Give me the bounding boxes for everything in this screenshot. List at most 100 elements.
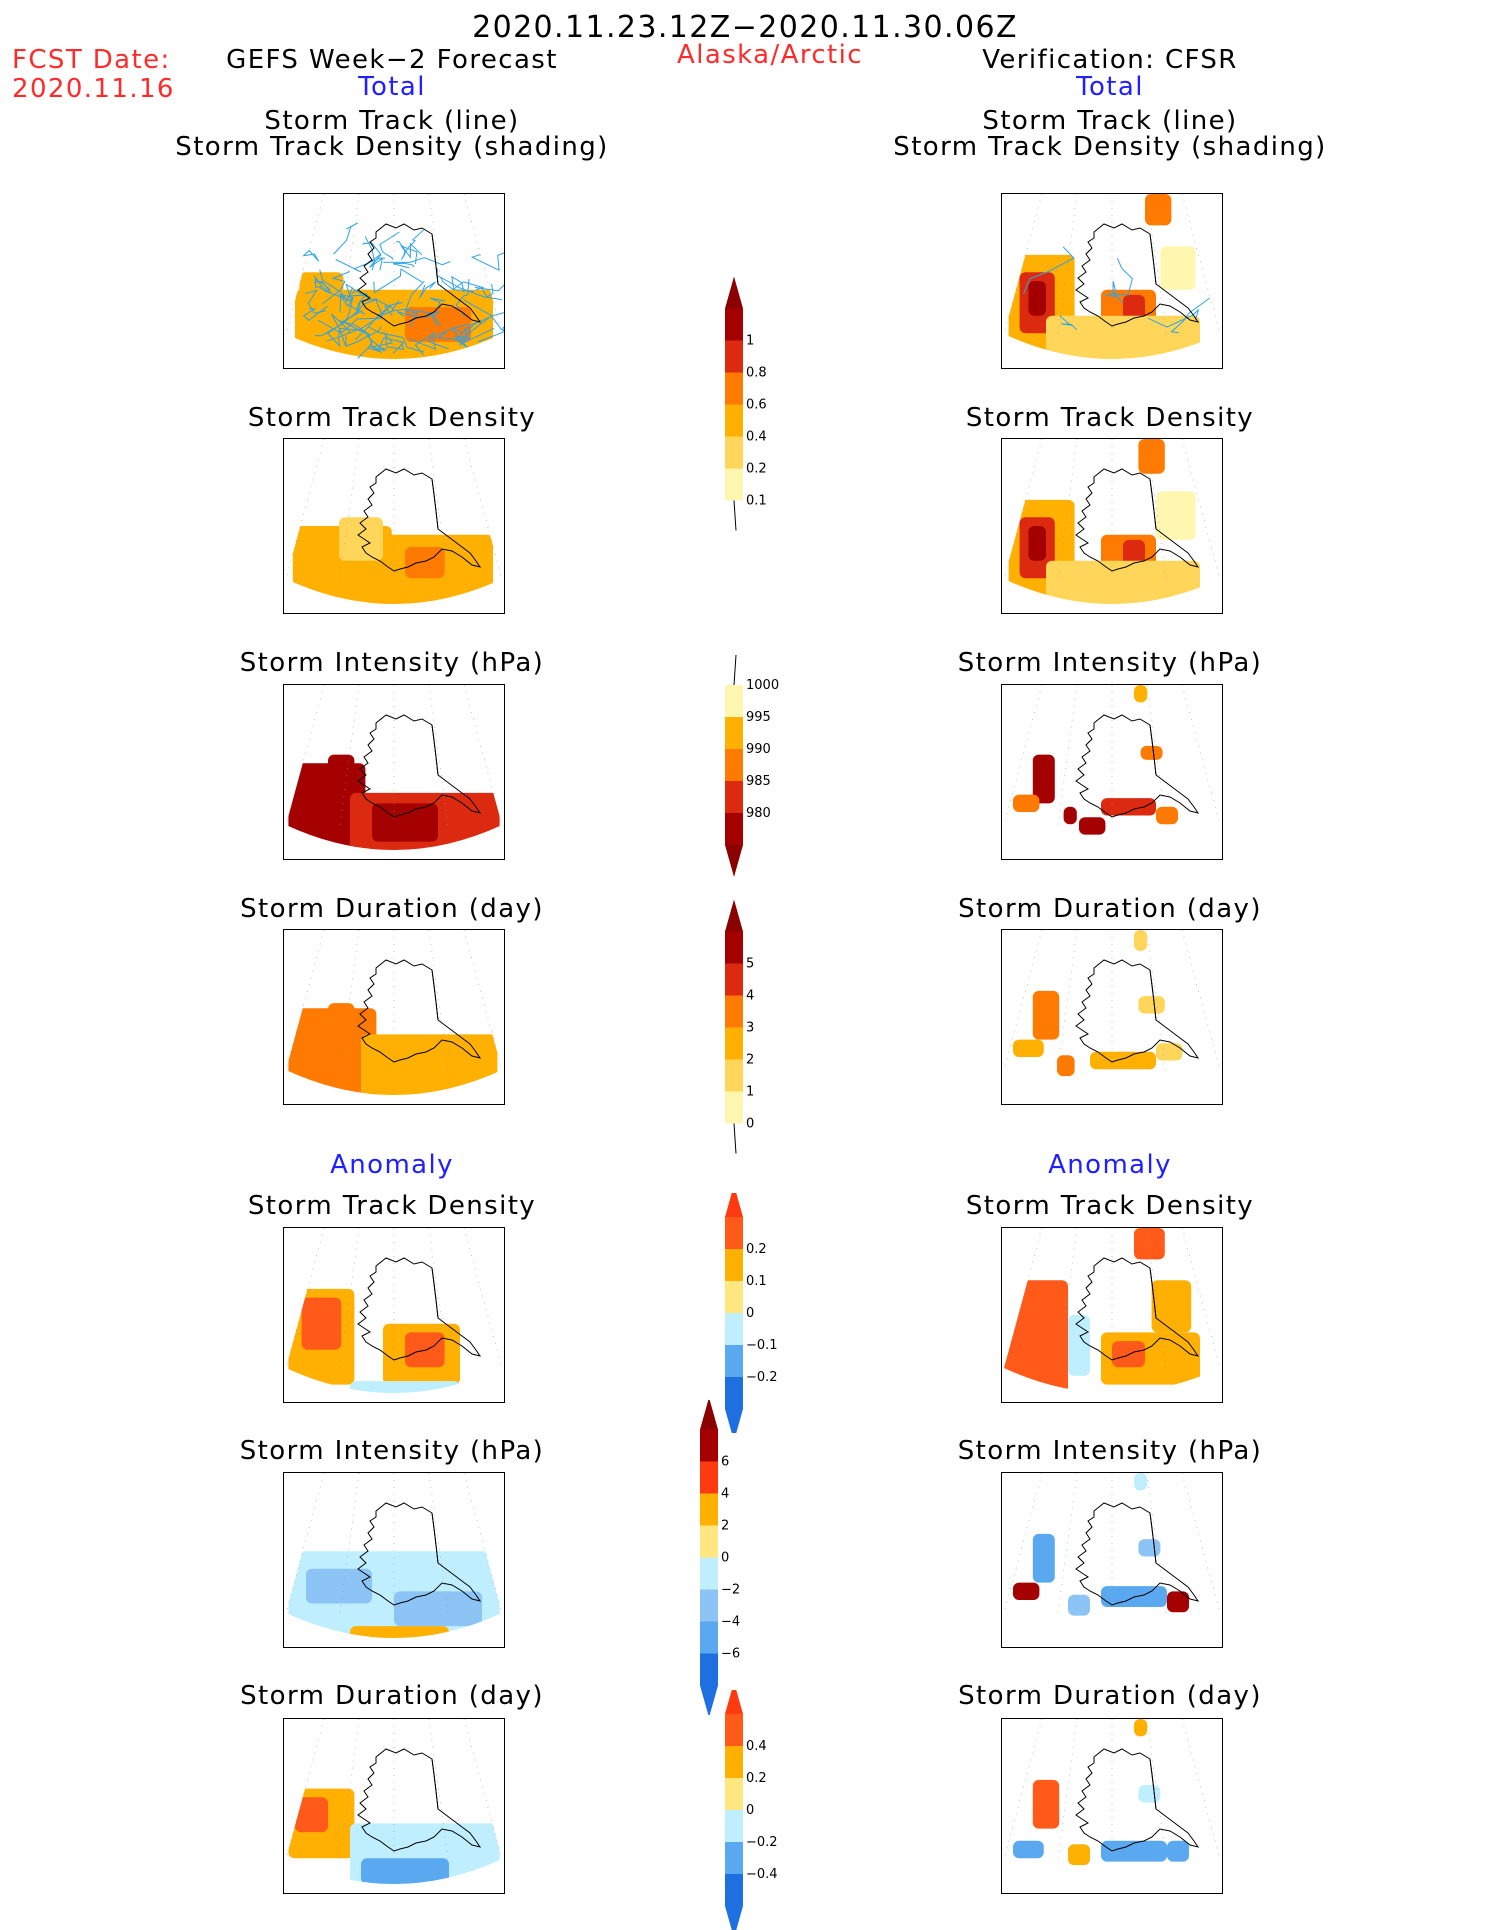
us-canada-border (431, 478, 439, 530)
colorbar-tick-label: 0.4 (746, 430, 767, 445)
map-canvas (1003, 1473, 1221, 1616)
colorbar-segment (725, 685, 743, 717)
colorbar-tick-label: 0 (746, 1803, 754, 1818)
period-title: 2020.11.23.12Z−2020.11.30.06Z (472, 10, 1018, 45)
forecast-track-title-line: Storm Track (line) (264, 106, 520, 136)
storm-track-line (357, 334, 386, 359)
colorbar-tick-label: 1 (746, 334, 754, 349)
forecast-anomaly-duration-map (283, 1718, 505, 1894)
graticule-line (428, 1473, 449, 1614)
graticule-line (1057, 685, 1078, 826)
colorbar-segment (725, 1217, 743, 1249)
storm-track-line (477, 326, 504, 343)
storm-track-line (392, 262, 415, 269)
storm-track-line (379, 231, 400, 260)
shaded-cell (1068, 1594, 1090, 1616)
map-canvas (1003, 1228, 1221, 1393)
storm-track-line (474, 284, 504, 292)
us-canada-border (1149, 1512, 1157, 1564)
graticule-line (1057, 1228, 1078, 1369)
verification-track-title-line: Storm Track (line) (982, 106, 1238, 136)
storm-track-line (404, 280, 425, 327)
shaded-cell (1134, 1473, 1148, 1491)
us-canada-border (1149, 1758, 1157, 1810)
colorbar-segment (725, 1249, 743, 1281)
storm-track-line (314, 296, 354, 337)
shaded-cell (288, 1008, 377, 1095)
alaska-coastline (1075, 1748, 1200, 1852)
colorbar-intensity-anomaly: 6 4 2 0 −2 −4 −6 (700, 1400, 740, 1715)
shaded-cell (1156, 1043, 1183, 1061)
colorbar-segment (725, 1810, 743, 1842)
storm-track-line (314, 278, 331, 291)
graticule-line (1146, 1719, 1167, 1860)
colorbar-segment (725, 404, 743, 437)
shaded-cell (350, 1626, 449, 1638)
colorbar-tick-label: −4 (721, 1615, 740, 1630)
graticule-line (1146, 439, 1167, 580)
storm-track-line (302, 305, 328, 321)
colorbar-segment (725, 1027, 743, 1060)
storm-track-line (367, 325, 425, 353)
forecast-anomaly-density-title: Storm Track Density (247, 1191, 537, 1221)
colorbar-segment (725, 963, 743, 996)
storm-track-line (414, 332, 449, 356)
storm-track-line (319, 283, 369, 302)
shaded-cell (1151, 1280, 1192, 1333)
storm-track-line (317, 317, 382, 333)
shaded-cell (1156, 491, 1196, 540)
graticule-line (339, 1719, 360, 1860)
us-canada-border (431, 1267, 439, 1319)
graticule-line (1146, 930, 1167, 1071)
us-canada-border (1149, 478, 1157, 530)
storm-track-line (335, 257, 386, 273)
storm-track-line (361, 242, 382, 266)
verification-intensity-title: Storm Intensity (hPa) (957, 648, 1263, 678)
verification-track-title-shading: Storm Track Density (shading) (893, 132, 1327, 162)
colorbar-tick-label: 0.6 (746, 398, 767, 413)
shaded-cell (1160, 246, 1196, 290)
shaded-cell (405, 546, 445, 579)
colorbar-tick-label: 0 (746, 1306, 754, 1321)
forecast-track-title-shading: Storm Track Density (shading) (175, 132, 609, 162)
colorbar-tick-label: −0.2 (746, 1835, 778, 1850)
colorbar-segment (725, 1874, 743, 1906)
colorbar-duration-total: 5 4 3 2 1 0 (725, 899, 754, 1154)
shaded-cell (301, 1297, 342, 1350)
us-canada-border (431, 1512, 439, 1564)
storm-track-line (400, 245, 418, 265)
graticule-line (339, 1473, 360, 1614)
colorbar-tick-label: 0.2 (746, 1242, 767, 1257)
map-canvas (1003, 1719, 1221, 1866)
storm-track-line (408, 323, 468, 350)
graticule-line (339, 685, 360, 826)
shaded-cell (328, 1003, 355, 1030)
colorbar-segment (725, 372, 743, 405)
colorbar-segment (725, 1377, 743, 1409)
colorbar-tick-label: 0.8 (746, 366, 767, 381)
us-canada-border (431, 969, 439, 1021)
colorbar-tick-label: 2 (746, 1053, 754, 1068)
colorbar-open-end (733, 500, 737, 531)
storm-track-line (1104, 280, 1124, 303)
storm-track-line (369, 254, 384, 271)
colorbar-tick-label: −0.2 (746, 1370, 778, 1385)
region-title: Alaska/Arctic (677, 40, 863, 70)
graticule-line (428, 439, 449, 580)
verification-title: Verification: CFSR (982, 45, 1238, 75)
shaded-cell (1063, 806, 1077, 825)
colorbar-segment (725, 749, 743, 781)
shaded-cell (1032, 1779, 1060, 1829)
storm-track-line (400, 229, 424, 261)
colorbar-tick-label: 4 (746, 989, 754, 1004)
shaded-cell (295, 1797, 328, 1833)
colorbar-segment (700, 1493, 718, 1526)
colorbar-segment (725, 717, 743, 749)
shaded-cell (350, 1381, 460, 1393)
shaded-cell (405, 307, 471, 342)
shaded-cell (1032, 1533, 1055, 1583)
shaded-cell (1134, 685, 1148, 703)
verification-total-track-map (1001, 193, 1223, 369)
shaded-cell (1145, 194, 1172, 226)
us-canada-border (1149, 969, 1157, 1021)
